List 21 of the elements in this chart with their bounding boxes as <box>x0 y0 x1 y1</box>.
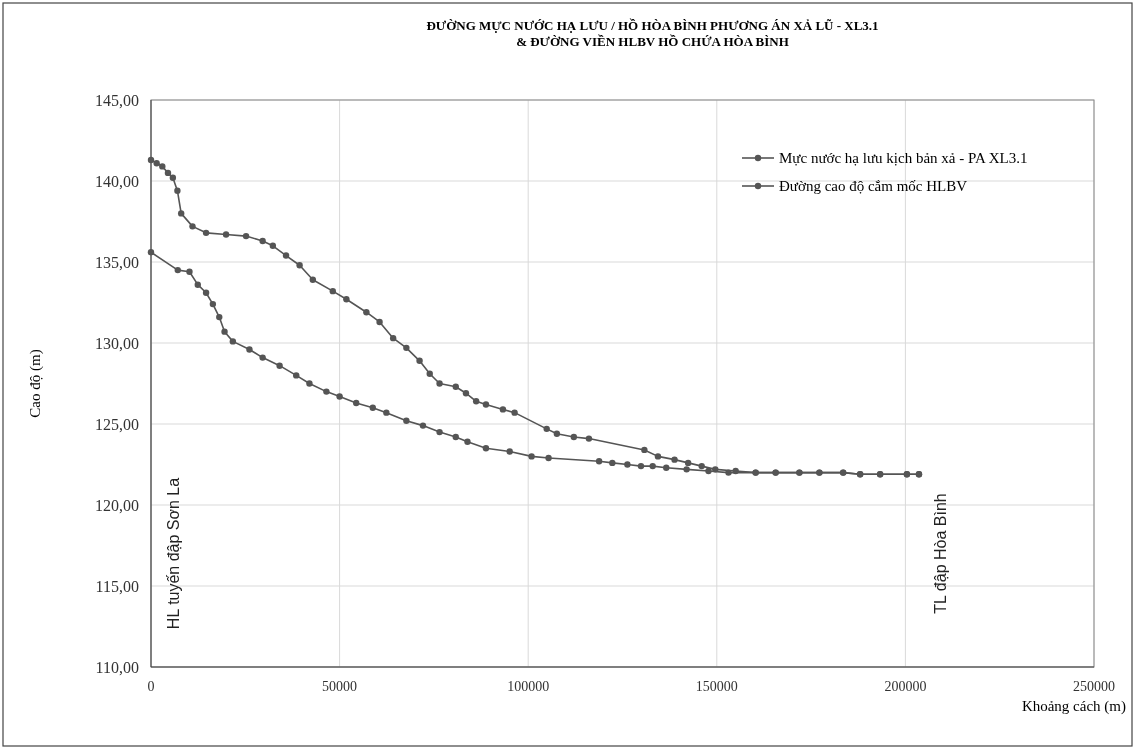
y-axis-title: Cao độ (m) <box>27 349 44 418</box>
legend-label: Đường cao độ cắm mốc HLBV <box>779 178 968 194</box>
x-tick-label: 200000 <box>884 679 927 694</box>
y-tick-label: 135,00 <box>95 254 139 271</box>
y-tick-label: 125,00 <box>95 416 139 433</box>
annotation: HL tuyến đập Sơn La <box>165 477 182 630</box>
y-tick-label: 130,00 <box>95 335 139 352</box>
x-tick-label: 250000 <box>1073 679 1115 694</box>
annotation: TL đập Hòa Bình <box>932 493 949 614</box>
y-tick-label: 110,00 <box>95 659 139 676</box>
x-axis-title: Khoảng cách (m) <box>1021 698 1126 715</box>
x-tick-label: 100000 <box>507 679 550 694</box>
x-tick-label: 50000 <box>322 679 358 694</box>
x-tick-label: 150000 <box>695 679 738 694</box>
chart-title: ĐƯỜNG MỰC NƯỚC HẠ LƯU / HỒ HÒA BÌNH PHƯƠNG ÁN XẢ LŨ - XL3.1 & ĐƯỜNG VIỀN HLBV HỒ CHỨA HÒA BÌNH <box>426 18 879 49</box>
y-tick-label: 140,00 <box>95 173 139 190</box>
x-tick-label: 0 <box>147 679 155 694</box>
y-tick-label: 120,00 <box>95 497 139 514</box>
y-tick-label: 115,00 <box>95 578 139 595</box>
legend-label: Mực nước hạ lưu kịch bản xả - PA XL3.1 <box>779 150 1028 166</box>
y-tick-label: 145,00 <box>95 92 139 109</box>
